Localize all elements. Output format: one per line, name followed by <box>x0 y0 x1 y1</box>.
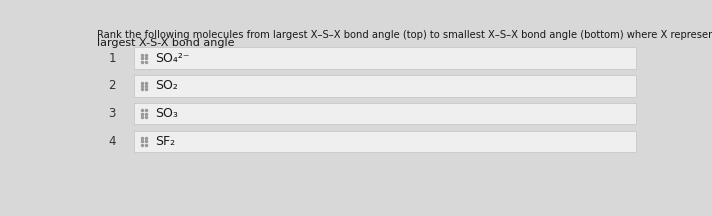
Text: Rank the following molecules from largest X–S–X bond angle (top) to smallest X–S: Rank the following molecules from larges… <box>97 30 712 40</box>
FancyBboxPatch shape <box>134 48 636 69</box>
Text: 3: 3 <box>108 107 116 120</box>
Text: SF₂: SF₂ <box>155 135 175 148</box>
Text: SO₃: SO₃ <box>155 107 178 120</box>
Text: 1: 1 <box>108 52 116 65</box>
Text: largest X-S-X bond angle: largest X-S-X bond angle <box>97 38 234 48</box>
Text: 2: 2 <box>108 79 116 92</box>
Text: 4: 4 <box>108 135 116 148</box>
FancyBboxPatch shape <box>134 131 636 152</box>
Text: SO₄²⁻: SO₄²⁻ <box>155 52 189 65</box>
FancyBboxPatch shape <box>134 75 636 97</box>
Text: SO₂: SO₂ <box>155 79 178 92</box>
FancyBboxPatch shape <box>134 103 636 124</box>
